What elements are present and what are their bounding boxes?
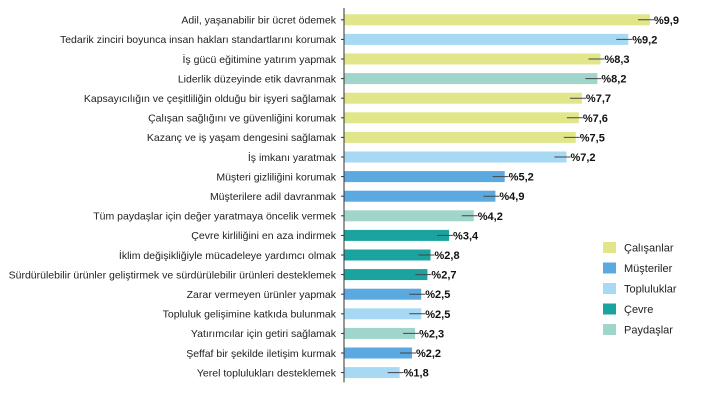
bar: [344, 327, 416, 339]
value-label: %4,2: [478, 211, 503, 223]
bar: [344, 308, 422, 320]
category-label: Yatırımcılar için getiri sağlamak: [191, 328, 337, 340]
bar: [344, 33, 629, 45]
value-label: %4,9: [499, 191, 524, 203]
bar: [344, 14, 650, 26]
value-label: %9,9: [654, 15, 679, 27]
category-label: Topluluk gelişimine katkıda bulunmak: [163, 309, 337, 321]
legend-label: Paydaşlar: [624, 325, 673, 337]
category-label: İş gücü eğitimine yatırım yapmak: [183, 53, 337, 66]
bar: [344, 53, 601, 65]
value-label: %2,2: [416, 348, 441, 360]
value-label: %5,2: [509, 172, 534, 184]
bars-layer: Adil, yaşanabilir bir ücret ödemek %9,9 Te…: [9, 14, 679, 380]
bar: [344, 210, 474, 222]
bar: [344, 367, 400, 379]
legend-label: Topluluklar: [624, 284, 677, 296]
value-label: %9,2: [632, 34, 657, 46]
category-label: Zarar vermeyen ürünler yapmak: [187, 289, 337, 301]
bar: [344, 347, 412, 359]
value-label: %2,5: [425, 309, 450, 321]
category-label: Çevre kirliliğini en aza indirmek: [191, 230, 336, 242]
category-label: İklim değişikliğiyle mücadeleye yardımcı…: [119, 249, 337, 262]
value-label: %2,3: [419, 328, 444, 340]
category-label: Tüm paydaşlar için değer yaratmaya öncel…: [93, 211, 337, 223]
category-label: Müşterilere adil davranmak: [210, 191, 337, 203]
legend-swatch: [603, 324, 616, 335]
bar: [344, 190, 496, 202]
value-label: %2,8: [435, 250, 460, 262]
value-label: %2,7: [431, 270, 456, 282]
category-label: Liderlik düzeyinde etik davranmak: [178, 73, 337, 85]
bar: [344, 112, 579, 124]
value-label: %8,2: [601, 74, 626, 86]
category-label: Kapsayıcılığın ve çeşitliliğin olduğu bi…: [84, 93, 337, 105]
legend-label: Çalışanlar: [624, 243, 674, 255]
category-label: Tedarik zinciri boyunca insan hakları st…: [60, 34, 337, 46]
category-label: Müşteri gizliliğini korumak: [216, 171, 336, 183]
bar: [344, 131, 576, 143]
category-label: Yerel toplulukları desteklemek: [197, 367, 337, 379]
bar: [344, 249, 431, 261]
legend-swatch: [603, 303, 616, 315]
category-label: İş imkanı yaratmak: [248, 151, 337, 164]
legend-label: Müşteriler: [624, 263, 673, 275]
legend-swatch: [603, 242, 616, 253]
value-label: %1,8: [404, 368, 429, 380]
bar: [344, 288, 422, 300]
category-label: Şeffaf bir şekilde iletişim kurmak: [186, 348, 337, 360]
value-label: %2,5: [425, 289, 450, 301]
category-label: Adil, yaşanabilir bir ücret ödemek: [181, 15, 336, 27]
value-label: %7,2: [570, 152, 595, 164]
bar: [344, 151, 567, 163]
legend-swatch: [603, 283, 616, 294]
bar: [344, 73, 598, 85]
value-label: %7,7: [586, 93, 611, 105]
legend-label: Çevre: [624, 304, 653, 316]
bar: [344, 229, 450, 241]
category-label: Sürdürülebilir ürünler geliştirmek ve sü…: [9, 269, 337, 281]
bar: [344, 92, 582, 104]
bar: [344, 269, 428, 281]
legend-swatch: [603, 262, 616, 274]
value-label: %3,4: [453, 230, 479, 242]
value-label: %7,5: [580, 132, 605, 144]
value-label: %8,3: [604, 54, 629, 66]
legend: Çalışanlar Müşteriler Topluluklar Çevre Payd…: [603, 242, 677, 337]
value-label: %7,6: [583, 113, 608, 125]
category-label: Çalışan sağlığını ve güvenliğini korumak: [148, 113, 337, 125]
category-label: Kazanç ve iş yaşam dengesini sağlamak: [147, 132, 337, 144]
bar: [344, 171, 505, 183]
